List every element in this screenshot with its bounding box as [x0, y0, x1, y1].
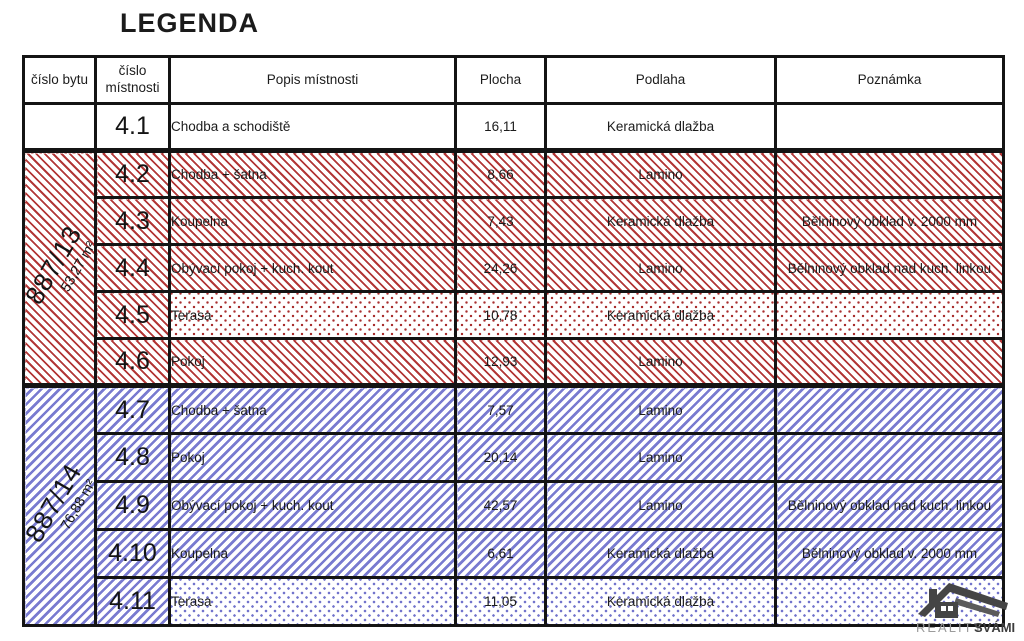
unit-label: 887/13 53,27 m² [27, 220, 93, 317]
unit-label: 887/14 76,88 m² [27, 458, 93, 555]
note-cell: Bělninový obklad nad kuch. linkou [774, 243, 1005, 293]
room-number-cell: 4.11 [94, 576, 171, 627]
note-cell [774, 290, 1005, 340]
table-row: 4.9 Obývací pokoj + kuch. kout 42,57 Lam… [24, 480, 1005, 531]
table-row: 887/14 76,88 m² 4.7 Chodba + šatna 7,57 … [22, 383, 1005, 627]
area-cell: 42,57 [454, 480, 547, 531]
note-cell [774, 337, 1005, 387]
unit-887-14-cell: 887/14 76,88 m² [22, 383, 97, 627]
room-desc-cell: Obývací pokoj + kuch. kout [168, 480, 457, 531]
floor-cell: Lamino [544, 480, 777, 531]
unit-887-13-cell: 887/13 53,27 m² [22, 148, 97, 387]
area-cell: 12,93 [454, 337, 547, 387]
realty-logo: REALITY SVÁMI [896, 574, 1020, 636]
note-cell [774, 148, 1005, 199]
area-cell: 16,11 [454, 102, 547, 152]
room-number-cell: 4.10 [94, 528, 171, 579]
room-number-cell: 4.1 [94, 102, 171, 152]
area-cell: 20,14 [454, 432, 547, 483]
floor-cell: Lamino [544, 148, 777, 199]
floor-cell: Keramická dlažba [544, 196, 777, 246]
logo-text-svami: SVÁMI [974, 620, 1015, 635]
legend-table: číslo bytu číslo místnosti Popis místnos… [22, 55, 1005, 627]
table-row: 4.4 Obývací pokoj + kuch. kout 24,26 Lam… [24, 243, 1005, 293]
header-poznamka: Poznámka [774, 55, 1005, 105]
note-cell: Bělninový obklad nad kuch. linkou [774, 480, 1005, 531]
area-cell: 11,05 [454, 576, 547, 627]
area-cell: 6,61 [454, 528, 547, 579]
floor-cell: Lamino [544, 337, 777, 387]
room-number-cell: 4.2 [94, 148, 171, 199]
room-desc-cell: Chodba a schodiště [168, 102, 457, 152]
table-row: 887/13 53,27 m² 4.2 Chodba + šatna 8,66 … [22, 148, 1005, 387]
room-number-cell: 4.5 [94, 290, 171, 340]
note-cell: Bělninový obklad v. 2000 mm [774, 528, 1005, 579]
floor-cell: Keramická dlažba [544, 528, 777, 579]
room-desc-cell: Chodba + šatna [168, 148, 457, 199]
room-desc-cell: Pokoj [168, 432, 457, 483]
floor-cell: Keramická dlažba [544, 102, 777, 152]
header-cislo-mistnosti: číslo místnosti [94, 55, 171, 105]
header-cislo-bytu: číslo bytu [22, 55, 97, 105]
table-row-terasa: 4.5 Terasa 10,78 Keramická dlažba [24, 290, 1005, 340]
room-desc-cell: Obývací pokoj + kuch. kout [168, 243, 457, 293]
page-title: LEGENDA [120, 8, 260, 38]
table-row-common: 4.1 Chodba a schodiště 16,11 Keramická d… [22, 102, 1005, 152]
floor-cell: Keramická dlažba [544, 290, 777, 340]
header-plocha: Plocha [454, 55, 547, 105]
floor-cell: Keramická dlažba [544, 576, 777, 627]
room-number-cell: 4.3 [94, 196, 171, 246]
floor-cell: Lamino [544, 432, 777, 483]
area-cell: 7,57 [454, 383, 547, 435]
room-number-cell: 4.6 [94, 337, 171, 387]
floor-cell: Lamino [544, 243, 777, 293]
area-cell: 10,78 [454, 290, 547, 340]
header-row: číslo bytu číslo místnosti Popis místnos… [22, 55, 1005, 105]
header-popis: Popis místnosti [168, 55, 457, 105]
table-row: 4.10 Koupelna 6,61 Keramická dlažba Běln… [24, 528, 1005, 579]
room-desc-cell: Chodba + šatna [168, 383, 457, 435]
room-desc-cell: Koupelna [168, 196, 457, 246]
room-number-cell: 4.9 [94, 480, 171, 531]
room-number-cell: 4.4 [94, 243, 171, 293]
room-number-cell: 4.8 [94, 432, 171, 483]
room-desc-cell: Koupelna [168, 528, 457, 579]
table-row: 4.6 Pokoj 12,93 Lamino [24, 337, 1005, 387]
floor-cell: Lamino [544, 383, 777, 435]
table-row: 4.8 Pokoj 20,14 Lamino [24, 432, 1005, 483]
area-cell: 8,66 [454, 148, 547, 199]
area-cell: 24,26 [454, 243, 547, 293]
note-cell [774, 432, 1005, 483]
header-podlaha: Podlaha [544, 55, 777, 105]
room-desc-cell: Terasa [168, 576, 457, 627]
room-desc-cell: Pokoj [168, 337, 457, 387]
note-cell [774, 102, 1005, 152]
room-number-cell: 4.7 [94, 383, 171, 435]
table-row: 4.3 Koupelna 7,43 Keramická dlažba Bělni… [24, 196, 1005, 246]
room-desc-cell: Terasa [168, 290, 457, 340]
note-cell [774, 383, 1005, 435]
unit-cell-empty [22, 102, 97, 152]
note-cell: Bělninový obklad v. 2000 mm [774, 196, 1005, 246]
table-row-terasa: 4.11 Terasa 11,05 Keramická dlažba [24, 576, 1005, 627]
logo-text-reality: REALITY [916, 620, 984, 635]
area-cell: 7,43 [454, 196, 547, 246]
house-icon: REALITY SVÁMI [916, 583, 1015, 635]
